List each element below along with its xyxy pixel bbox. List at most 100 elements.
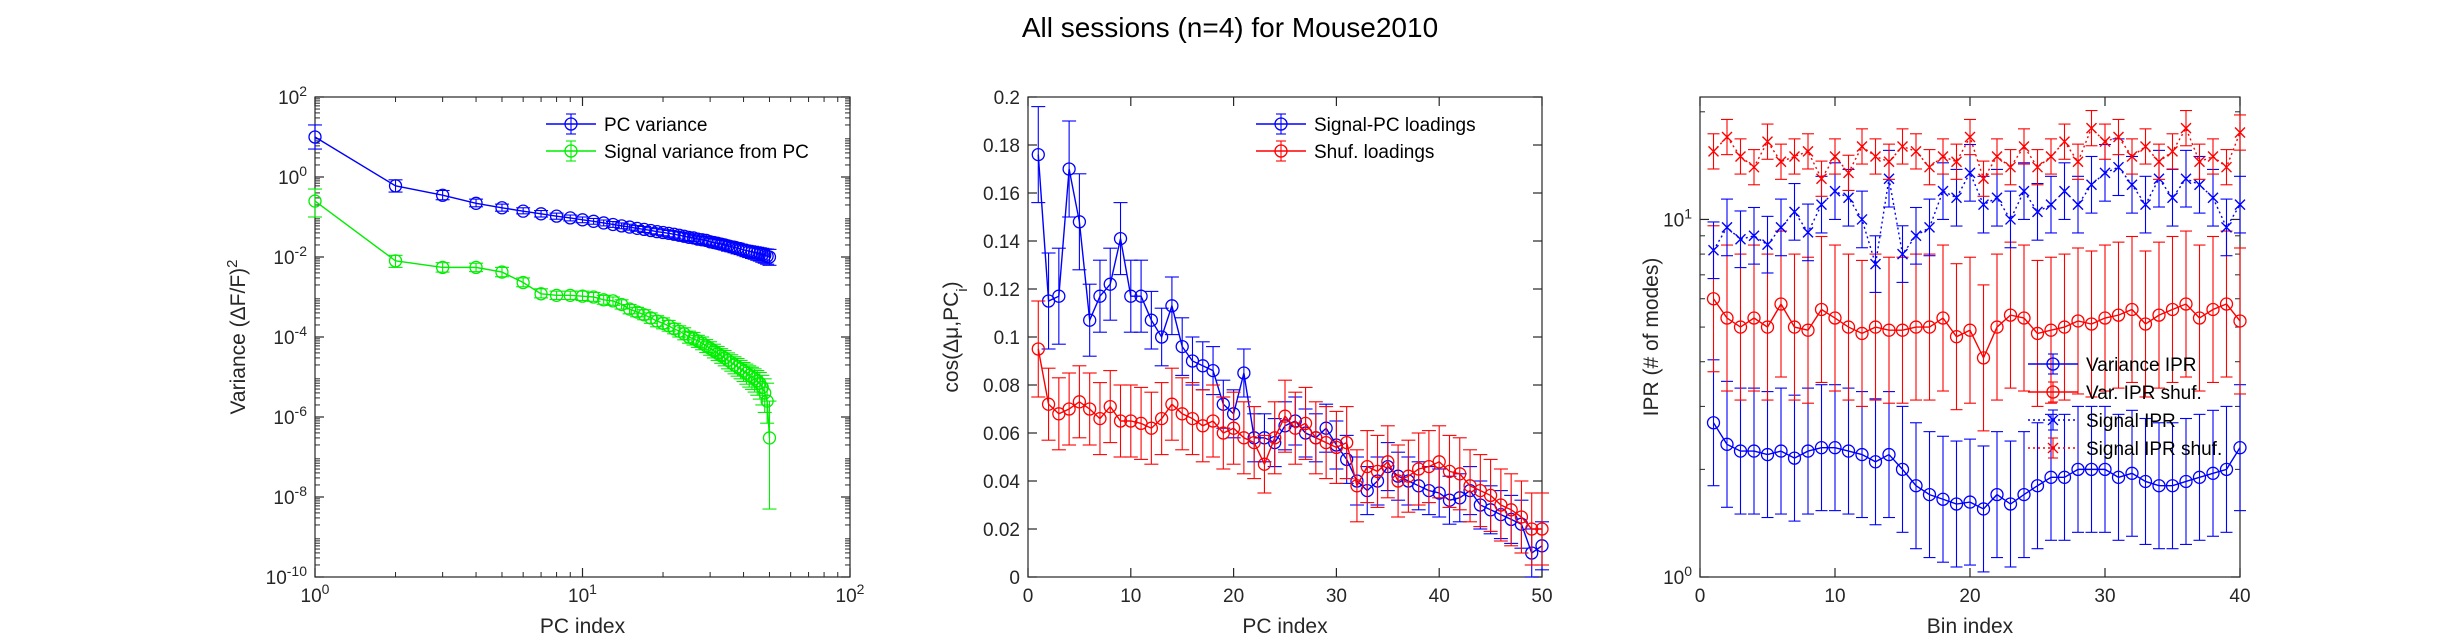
x-tick-label: 30 [1326,586,1347,607]
y-tick-label: 0.16 [983,184,1020,205]
data-point [1937,185,1949,197]
data-point [2032,161,2043,173]
data-point [762,431,777,445]
data-point [1909,320,1923,334]
plot-area [1027,96,1543,578]
data-point [1113,414,1128,428]
x-axis-label: Bin index [1927,615,2014,638]
data-point [495,265,509,279]
data-point [1976,502,1991,516]
data-point [1801,323,1815,337]
data-point [1453,467,1467,481]
data-point [2086,179,2097,191]
data-point [1963,323,1977,337]
data-point [308,194,322,208]
data-point [1093,289,1107,303]
data-point [1041,397,1056,411]
series-1 [1706,359,2247,573]
series-line [1712,166,2241,265]
data-point [644,311,658,325]
data-point [2030,326,2045,341]
data-point [2221,221,2232,233]
data-point [1748,230,1760,242]
data-point [2086,122,2097,134]
data-point [1870,258,1881,270]
data-point [1882,447,1896,462]
data-point [606,294,620,308]
data-point [1268,431,1282,445]
data-point [2017,311,2031,325]
data-point [630,305,644,319]
data-point [1774,297,1788,311]
data-point [1949,330,1964,344]
data-point [1721,221,1733,233]
y-tick-label: 0 [1009,568,1020,589]
data-point [1144,313,1159,327]
data-point [1298,416,1313,431]
data-point [1762,239,1773,251]
data-point [1814,441,1829,455]
legend-label: Signal IPR [2086,411,2176,432]
y-tick-label: 0.18 [983,136,1020,157]
data-point [1124,289,1138,303]
data-point [622,302,637,316]
data-point [699,339,713,353]
data-point [2167,145,2178,157]
series-2 [1031,300,1549,566]
y-tick-label: 0.1 [994,328,1020,349]
data-point [2099,136,2111,148]
data-point [1882,323,1896,337]
series-line [1712,298,2241,360]
series-1 [308,124,777,266]
data-point [662,226,676,241]
data-point [2138,474,2153,489]
data-point [2194,179,2205,191]
data-point [2125,466,2139,480]
data-point [1113,231,1128,246]
data-point [1072,395,1087,409]
data-point [1514,510,1529,524]
data-point [435,188,450,202]
data-point [1787,451,1802,465]
series-4 [1707,110,2246,197]
plot-area [314,96,851,578]
data-point [1103,399,1117,414]
data-point [1720,437,1734,451]
data-point [1843,167,1854,179]
data-point [1340,435,1354,450]
data-point [1976,351,1991,365]
data-point [637,308,651,322]
data-point [2234,127,2246,139]
data-point [2207,192,2219,204]
y-tick-label: 0.12 [983,280,1020,301]
data-point [1708,244,1719,256]
legend-marker [2046,357,2060,371]
legend-marker [2046,385,2060,399]
data-point [2152,308,2166,322]
y-tick-label: 0.2 [994,88,1020,109]
chart-3: 0 10 20 30 40 100 101 Bin index IPR (# of modes)… [1640,96,2251,638]
data-point [1816,173,1827,185]
y-tick-label: 10-8 [273,483,307,509]
data-point [1432,455,1446,469]
data-point [2045,199,2057,211]
x-tick-label: 0 [1695,586,1706,607]
x-axis-label: PC index [540,615,626,638]
data-point [2057,320,2072,334]
data-point [534,287,548,301]
data-point [435,260,450,275]
data-point [1762,136,1773,148]
data-point [1855,447,1869,462]
legend-marker [564,117,578,131]
data-point [637,222,651,237]
data-point [1801,444,1815,458]
data-point [1031,342,1045,356]
data-point [516,275,530,290]
data-point [2030,479,2045,493]
data-point [1052,289,1066,303]
data-point [682,230,696,244]
data-point [614,219,629,233]
data-point [1175,339,1189,354]
data-point [388,254,403,268]
y-tick-label: 102 [278,83,307,109]
